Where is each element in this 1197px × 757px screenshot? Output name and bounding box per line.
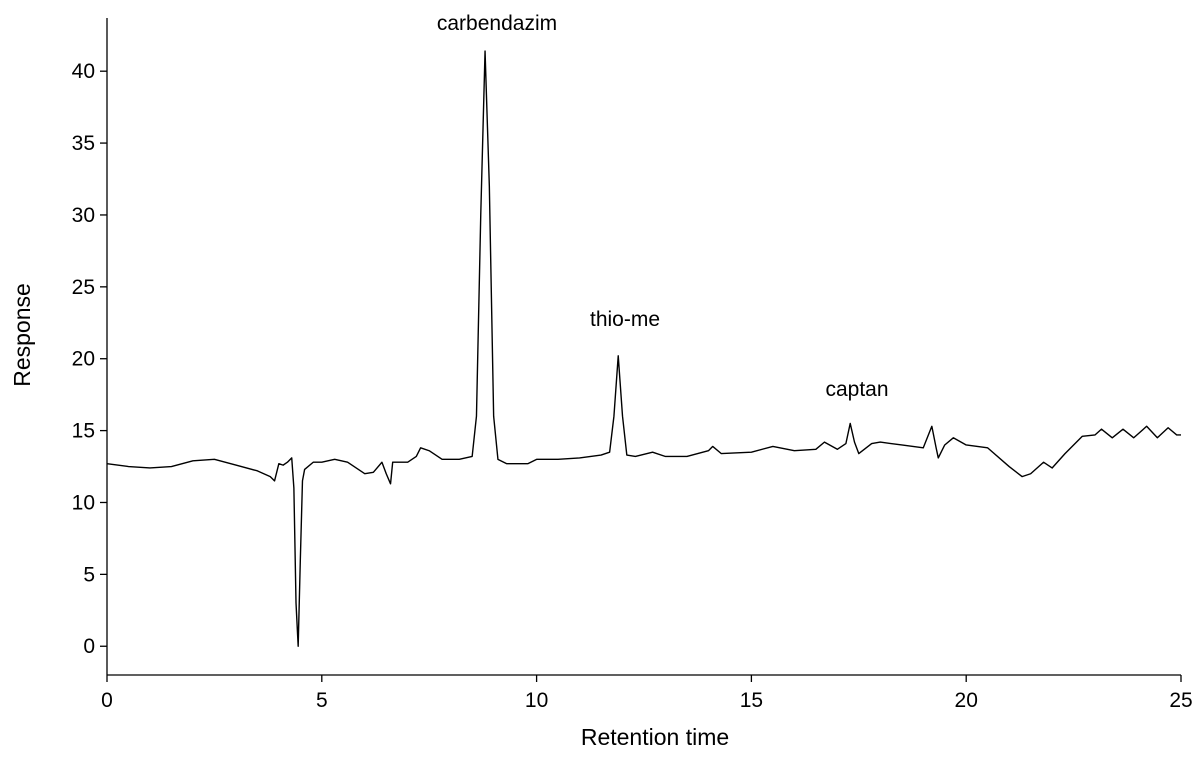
y-axis-label: Response bbox=[9, 283, 35, 387]
y-tick-label: 30 bbox=[72, 204, 95, 227]
y-tick-label: 35 bbox=[72, 132, 95, 155]
peak-label: thio-me bbox=[590, 308, 660, 331]
chromatogram-line bbox=[106, 50, 1181, 647]
y-tick-label: 5 bbox=[83, 563, 95, 586]
y-tick-label: 15 bbox=[72, 420, 95, 443]
peak-label: captan bbox=[825, 378, 888, 401]
y-tick-label: 25 bbox=[72, 276, 95, 299]
y-tick-label: 0 bbox=[83, 635, 95, 658]
x-tick-label: 10 bbox=[525, 689, 548, 712]
x-tick-label: 25 bbox=[1169, 689, 1192, 712]
peak-label: carbendazim bbox=[437, 12, 557, 35]
x-tick-label: 5 bbox=[316, 689, 328, 712]
x-tick-label: 0 bbox=[101, 689, 113, 712]
y-tick-label: 40 bbox=[72, 60, 95, 83]
y-tick-label: 10 bbox=[72, 491, 95, 514]
x-tick-label: 15 bbox=[740, 689, 763, 712]
y-tick-label: 20 bbox=[72, 348, 95, 371]
x-tick-label: 20 bbox=[955, 689, 978, 712]
x-axis-label: Retention time bbox=[581, 724, 729, 750]
